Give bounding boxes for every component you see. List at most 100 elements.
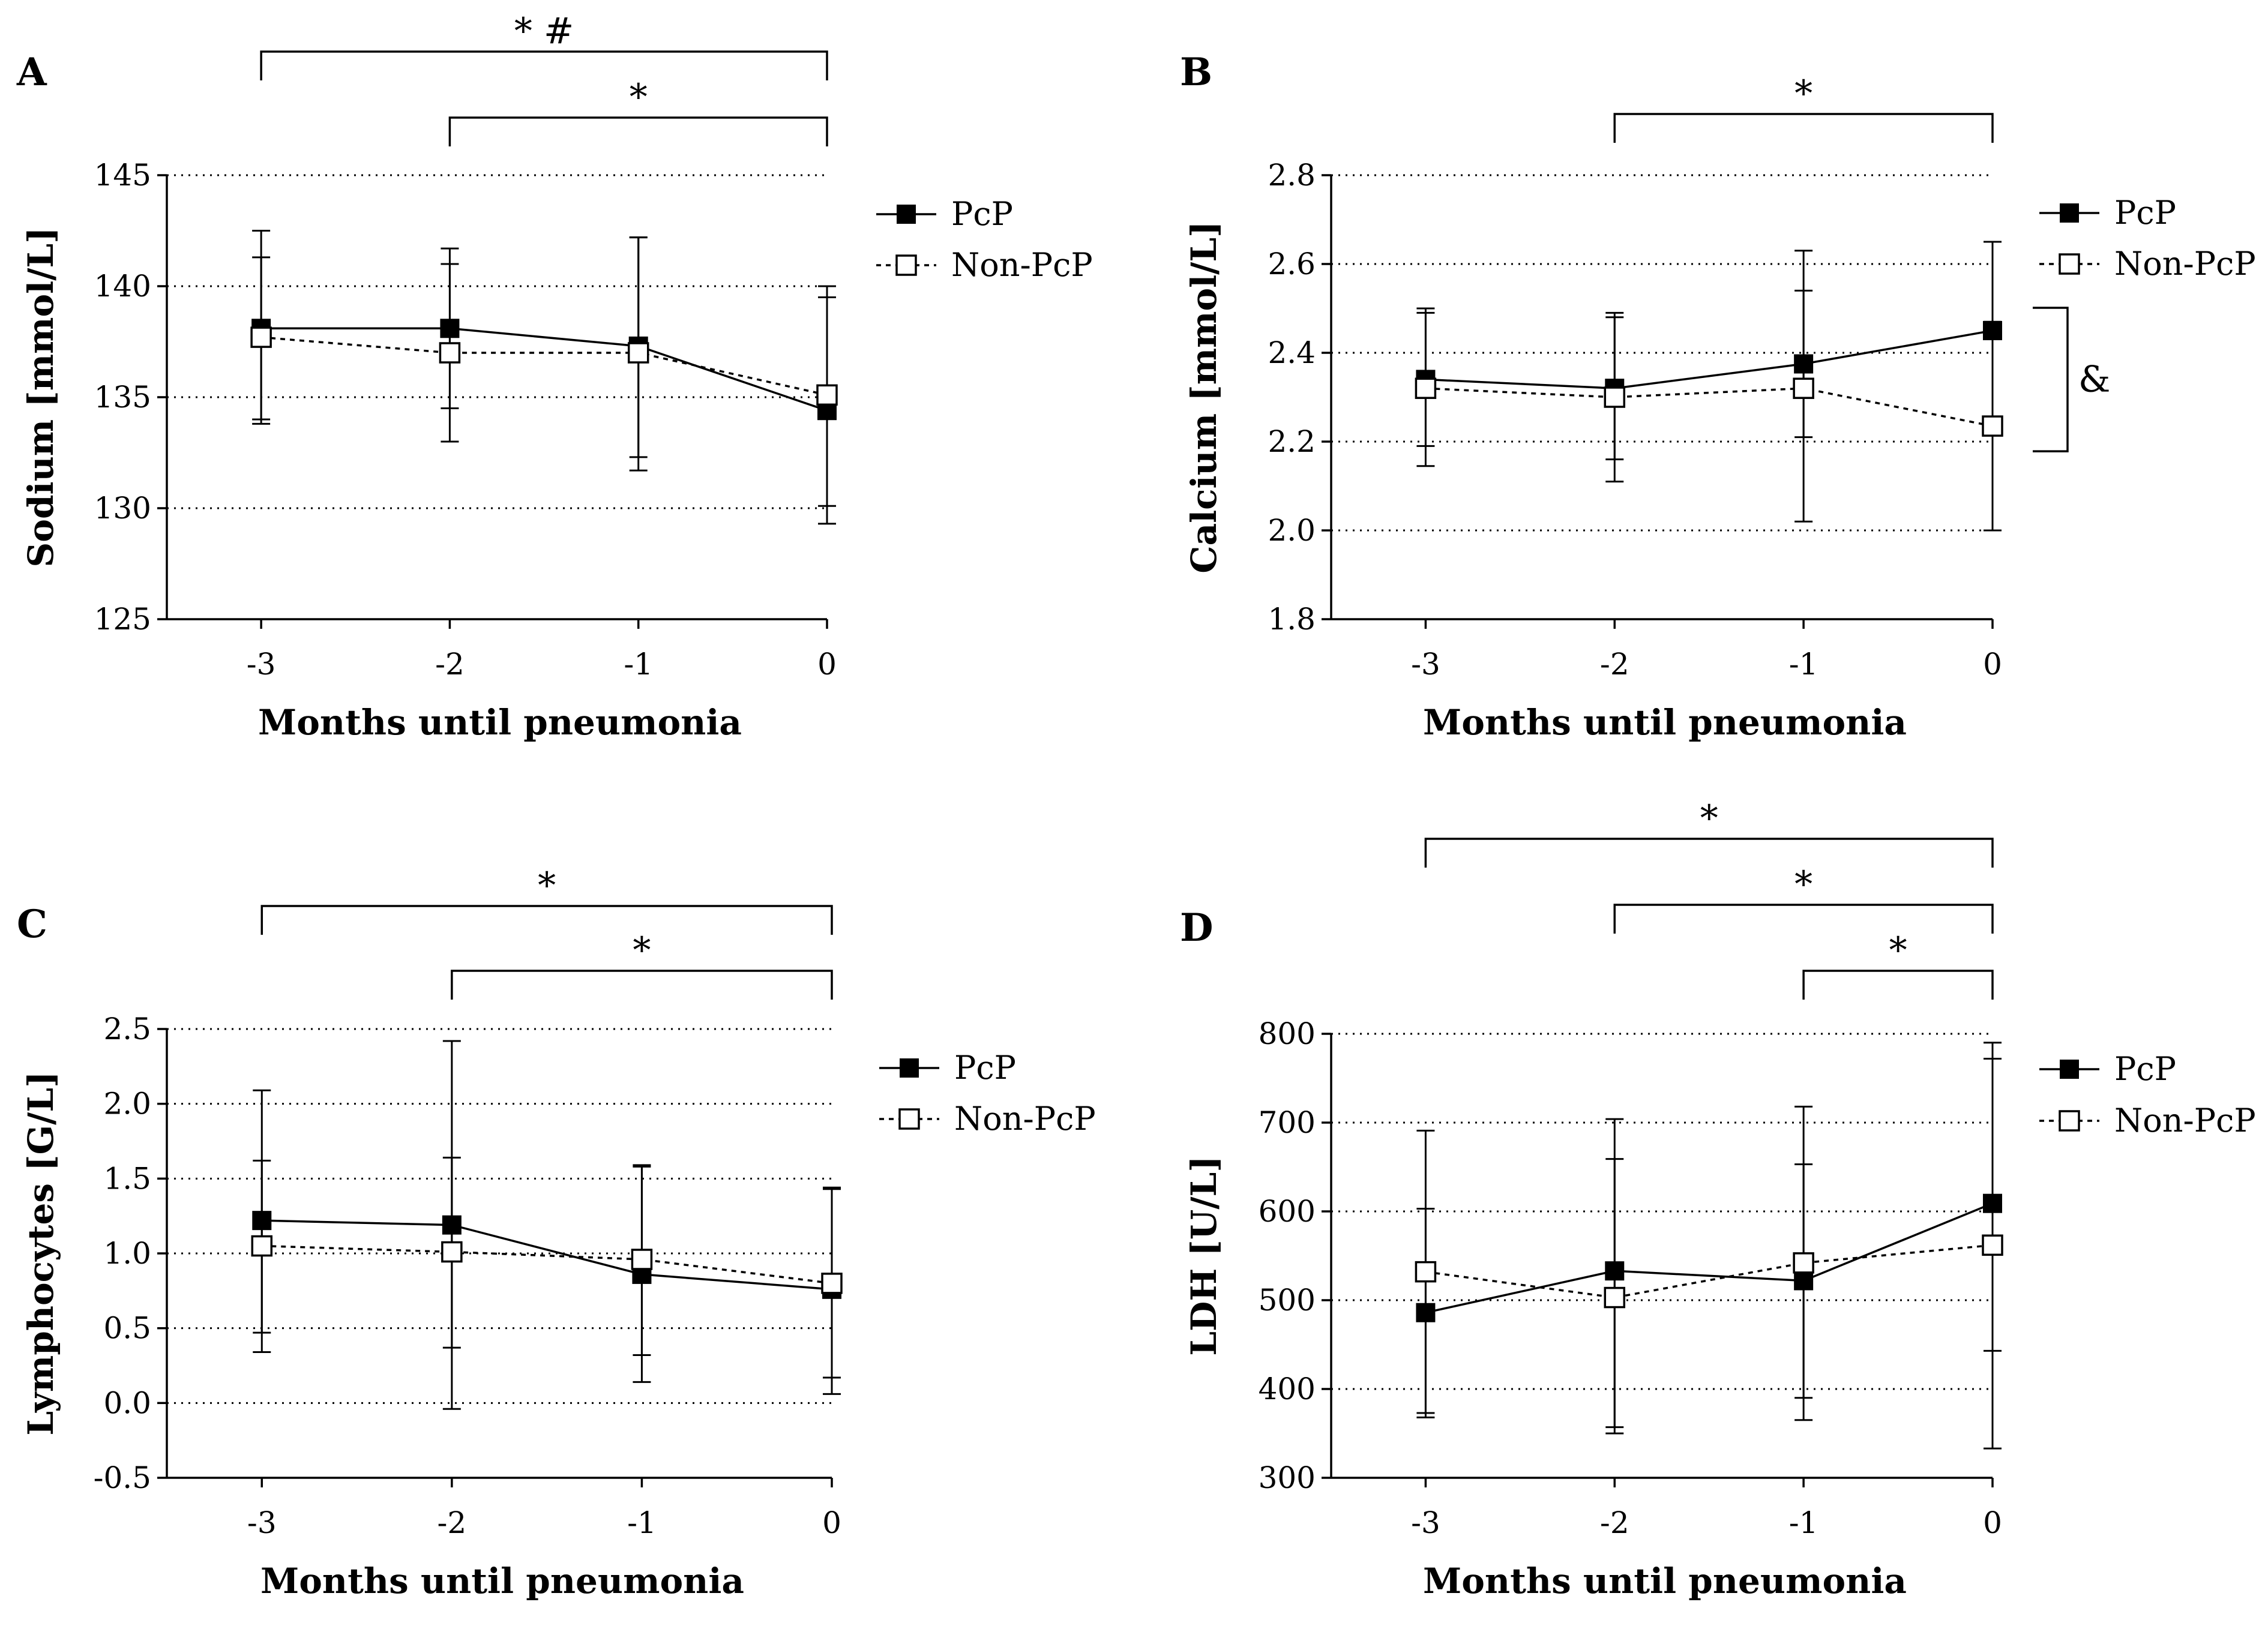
legend-label: PcP [2114, 1050, 2176, 1088]
y-axis-title: Calcium [mmol/L] [1184, 221, 1224, 573]
legend-label: Non-PcP [954, 1100, 1096, 1138]
significance-label: * [538, 865, 556, 907]
legend: PcP Non-PcP [2039, 194, 2256, 283]
data-point-open-square [627, 342, 649, 364]
bracket-line [448, 116, 828, 146]
significance-bracket: * [260, 865, 833, 935]
y-tick-label: 2.2 [1268, 424, 1316, 459]
data-point-open-square [816, 384, 838, 406]
significance-bracket: * # [260, 10, 828, 80]
y-tick-label: 0.5 [103, 1311, 151, 1346]
bracket-line [260, 50, 828, 80]
bracket-line [260, 905, 833, 935]
legend: PcP Non-PcP [876, 195, 1093, 284]
legend-item: PcP [2039, 1050, 2176, 1088]
data-point-open-square [1604, 386, 1626, 408]
x-axis-title: Months until pneumonia [1423, 1561, 1907, 1601]
legend-label: PcP [951, 195, 1013, 233]
legend-marker-open-square [895, 254, 917, 276]
x-tick-label: 0 [1983, 1505, 2002, 1540]
panel-d: D 300 400 500 600 700 800 -3 -2 -1 0 Months until p… [1180, 797, 2256, 1601]
series-pcp [1416, 241, 2002, 461]
x-tick-label: -2 [1600, 647, 1629, 682]
y-tick-label: 125 [94, 602, 151, 637]
data-point-open-square [1982, 1234, 2003, 1256]
series-line [1425, 1244, 1993, 1299]
y-axis-title: Sodium [mmol/L] [20, 227, 61, 567]
panel-a: A 125 130 135 140 145 -3 -2 -1 0 Months until pneu… [16, 10, 1093, 743]
legend-label: Non-PcP [2114, 245, 2256, 283]
legend-marker-filled-square [897, 205, 916, 224]
legend-item: Non-PcP [876, 246, 1093, 284]
y-tick-label: 400 [1259, 1372, 1316, 1406]
series-pcp [1416, 1057, 2002, 1429]
legend-label: Non-PcP [951, 246, 1093, 284]
series-line [260, 336, 828, 397]
data-point-open-square [251, 1235, 273, 1257]
data-point-open-square [250, 326, 272, 348]
y-tick-label: 0.0 [103, 1385, 151, 1420]
panel-letter: A [16, 50, 47, 95]
y-tick-label: 1.0 [103, 1236, 151, 1271]
x-tick-label: 0 [1983, 647, 2002, 682]
panel-letter: D [1180, 905, 1214, 950]
y-tick-label: 300 [1259, 1460, 1316, 1495]
data-point-open-square [441, 1241, 463, 1263]
significance-bracket: * [1802, 929, 1994, 1000]
legend-marker-filled-square [900, 1058, 919, 1078]
x-tick-label: -3 [1411, 1505, 1440, 1540]
data-point-open-square [631, 1249, 653, 1270]
significance-label: * [633, 929, 651, 971]
significance-bracket: * [448, 76, 828, 146]
x-axis-title: Months until pneumonia [258, 702, 742, 743]
significance-label: * [630, 76, 648, 118]
data-point-open-square [1982, 415, 2003, 437]
y-tick-label: 2.4 [1268, 335, 1316, 370]
bracket-line [1613, 904, 1994, 934]
y-tick-label: 2.6 [1268, 247, 1316, 281]
x-tick-label: 0 [822, 1505, 841, 1540]
panel-letter: C [17, 902, 47, 947]
y-tick-label: 700 [1259, 1105, 1316, 1140]
group-difference-label: & [2078, 359, 2110, 401]
significance-bracket: * [1613, 73, 1994, 143]
x-tick-label: -3 [247, 1505, 277, 1540]
x-tick-label: -1 [1789, 647, 1818, 682]
series-line [262, 1244, 832, 1285]
legend-item: Non-PcP [879, 1100, 1096, 1138]
legend-item: PcP [876, 195, 1013, 233]
legend-marker-open-square [2059, 1110, 2080, 1132]
y-tick-label: 2.0 [1268, 513, 1316, 548]
data-point-open-square [1604, 1286, 1626, 1309]
legend-item: Non-PcP [2039, 1102, 2256, 1139]
data-point-open-square [1793, 377, 1814, 399]
y-tick-label: 600 [1259, 1194, 1316, 1229]
significance-bracket: * [1424, 797, 1994, 868]
bracket-line [1424, 838, 1994, 868]
y-tick-label: 2.0 [103, 1087, 151, 1121]
x-tick-label: -1 [1789, 1505, 1818, 1540]
bracket-line [2033, 307, 2069, 452]
legend: PcP Non-PcP [879, 1049, 1096, 1138]
bracket-line [1613, 113, 1994, 143]
significance-label: * [1700, 797, 1718, 839]
x-tick-label: -2 [1600, 1505, 1629, 1540]
significance-bracket: * [451, 929, 833, 1000]
series-line [1425, 387, 1993, 427]
series-line [261, 327, 828, 412]
significance-bracket: * [1613, 863, 1994, 934]
series-line [262, 1219, 832, 1291]
series-non-pcp [1415, 1042, 2003, 1450]
data-point-open-square [1793, 1252, 1814, 1274]
series-non-pcp [1415, 250, 2003, 532]
y-axis-title: LDH [U/L] [1184, 1156, 1224, 1356]
y-tick-label: 1.8 [1268, 602, 1316, 637]
legend-item: PcP [2039, 194, 2176, 232]
panel-letter: B [1180, 50, 1212, 95]
x-tick-label: -1 [627, 1505, 657, 1540]
bracket-line [451, 970, 833, 1000]
legend-marker-open-square [898, 1108, 920, 1130]
group-difference-bracket: & [2033, 307, 2110, 452]
y-tick-label: 2.8 [1268, 158, 1316, 193]
data-point-open-square [1415, 377, 1437, 399]
